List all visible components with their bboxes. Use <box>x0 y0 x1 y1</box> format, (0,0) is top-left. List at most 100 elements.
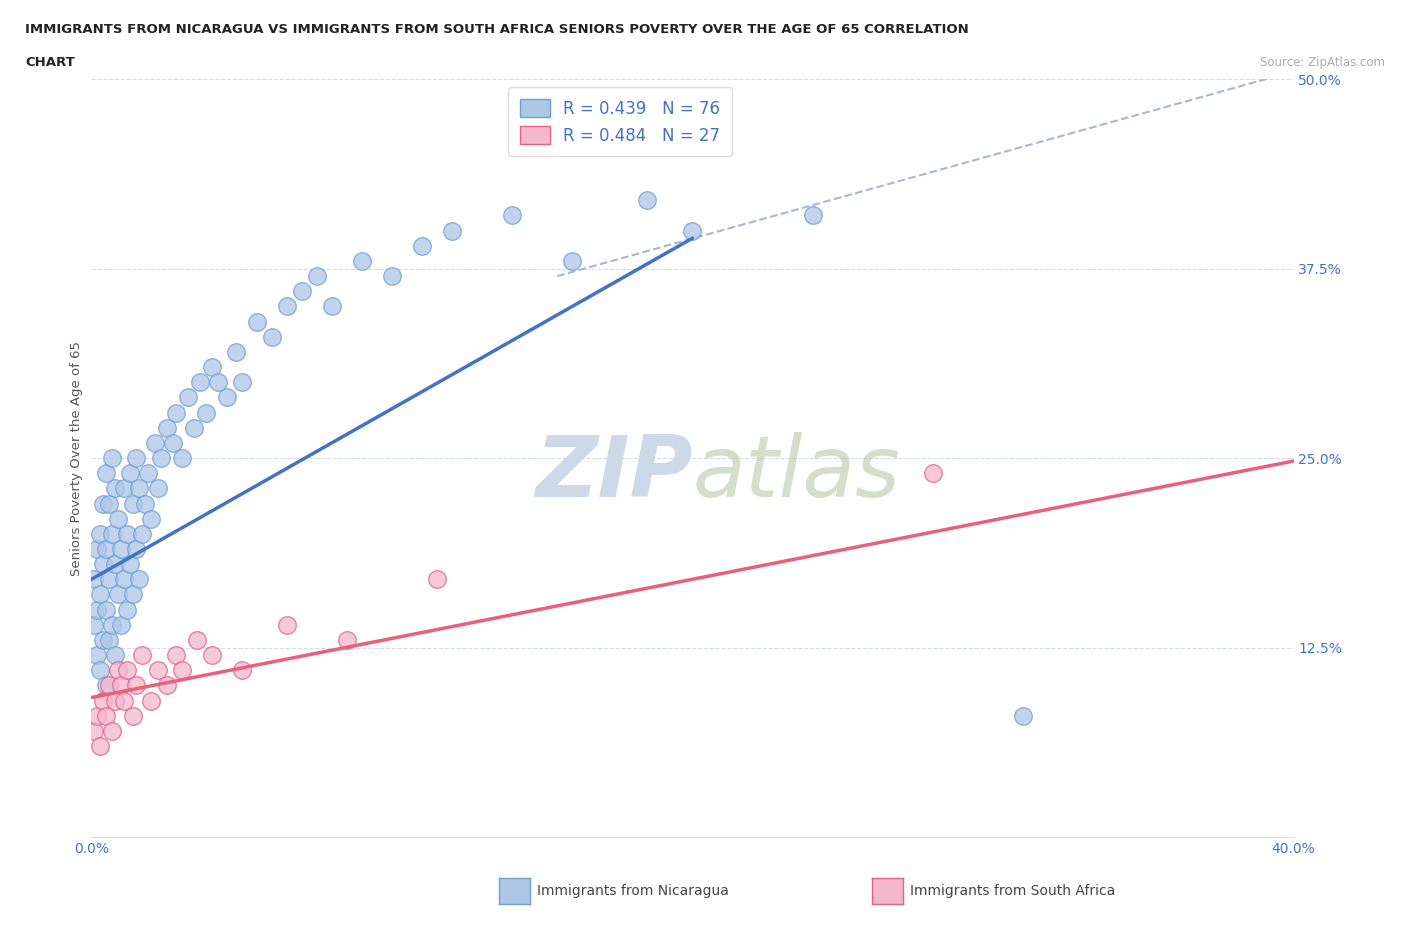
Point <box>125 541 148 556</box>
Point <box>411 238 433 253</box>
Y-axis label: Seniors Poverty Over the Age of 65: Seniors Poverty Over the Age of 65 <box>70 340 83 576</box>
Point <box>426 572 449 587</box>
Point <box>336 632 359 647</box>
Point <box>110 678 132 693</box>
Point <box>122 587 145 602</box>
Point <box>231 375 253 390</box>
Point <box>381 269 404 284</box>
Point <box>93 632 115 647</box>
Point <box>93 693 115 708</box>
Point <box>128 572 150 587</box>
Point <box>225 344 247 359</box>
Point <box>93 557 115 572</box>
Point <box>117 603 139 618</box>
Point <box>101 724 124 738</box>
Point <box>98 572 121 587</box>
Point <box>86 603 108 618</box>
Point <box>131 647 153 662</box>
Point <box>561 254 583 269</box>
Point <box>138 466 160 481</box>
Point <box>162 435 184 450</box>
Point <box>104 481 127 496</box>
Point <box>120 466 142 481</box>
Point <box>276 618 298 632</box>
Point <box>321 299 343 314</box>
Point <box>215 390 238 405</box>
Point <box>201 647 224 662</box>
Point <box>131 526 153 541</box>
Point <box>125 451 148 466</box>
Point <box>122 496 145 511</box>
Point <box>107 587 129 602</box>
Point <box>276 299 298 314</box>
Point <box>922 466 945 481</box>
Point <box>104 647 127 662</box>
Text: Source: ZipAtlas.com: Source: ZipAtlas.com <box>1260 56 1385 69</box>
Point <box>141 512 163 526</box>
Text: Immigrants from South Africa: Immigrants from South Africa <box>910 884 1115 898</box>
Point <box>83 618 105 632</box>
Point <box>96 603 118 618</box>
Point <box>134 496 156 511</box>
Point <box>186 632 208 647</box>
Point <box>165 647 187 662</box>
Point <box>146 663 169 678</box>
Point <box>89 738 111 753</box>
Point <box>125 678 148 693</box>
Point <box>93 496 115 511</box>
Point <box>188 375 211 390</box>
Point <box>143 435 166 450</box>
Point <box>636 193 658 207</box>
Point <box>83 572 105 587</box>
Point <box>681 223 703 238</box>
Point <box>107 512 129 526</box>
Point <box>96 541 118 556</box>
Point <box>86 647 108 662</box>
Point <box>146 481 169 496</box>
Point <box>231 663 253 678</box>
Text: IMMIGRANTS FROM NICARAGUA VS IMMIGRANTS FROM SOUTH AFRICA SENIORS POVERTY OVER T: IMMIGRANTS FROM NICARAGUA VS IMMIGRANTS … <box>25 23 969 36</box>
Point <box>291 284 314 299</box>
Point <box>96 678 118 693</box>
Point <box>114 481 136 496</box>
Point <box>89 587 111 602</box>
Point <box>89 663 111 678</box>
Point <box>117 663 139 678</box>
Point <box>440 223 463 238</box>
Point <box>110 541 132 556</box>
Point <box>104 557 127 572</box>
Point <box>96 709 118 724</box>
Point <box>207 375 229 390</box>
Point <box>104 693 127 708</box>
Point <box>246 314 269 329</box>
Point <box>110 618 132 632</box>
Point <box>501 208 523 223</box>
Point <box>122 709 145 724</box>
Text: ZIP: ZIP <box>534 432 692 514</box>
Point <box>350 254 373 269</box>
Point <box>117 526 139 541</box>
Point <box>98 678 121 693</box>
Point <box>98 632 121 647</box>
Text: Immigrants from Nicaragua: Immigrants from Nicaragua <box>537 884 728 898</box>
Point <box>128 481 150 496</box>
Point <box>305 269 328 284</box>
Point <box>183 420 205 435</box>
Point <box>86 709 108 724</box>
Point <box>141 693 163 708</box>
Point <box>201 360 224 375</box>
Point <box>107 663 129 678</box>
Point <box>194 405 217 420</box>
Point <box>149 451 172 466</box>
Text: atlas: atlas <box>692 432 900 514</box>
Point <box>155 420 177 435</box>
Point <box>170 451 193 466</box>
Point <box>120 557 142 572</box>
Point <box>1012 709 1035 724</box>
Text: CHART: CHART <box>25 56 75 69</box>
Point <box>801 208 824 223</box>
Legend: R = 0.439   N = 76, R = 0.484   N = 27: R = 0.439 N = 76, R = 0.484 N = 27 <box>509 87 733 156</box>
Point <box>114 693 136 708</box>
Point <box>260 329 283 344</box>
Point <box>96 466 118 481</box>
